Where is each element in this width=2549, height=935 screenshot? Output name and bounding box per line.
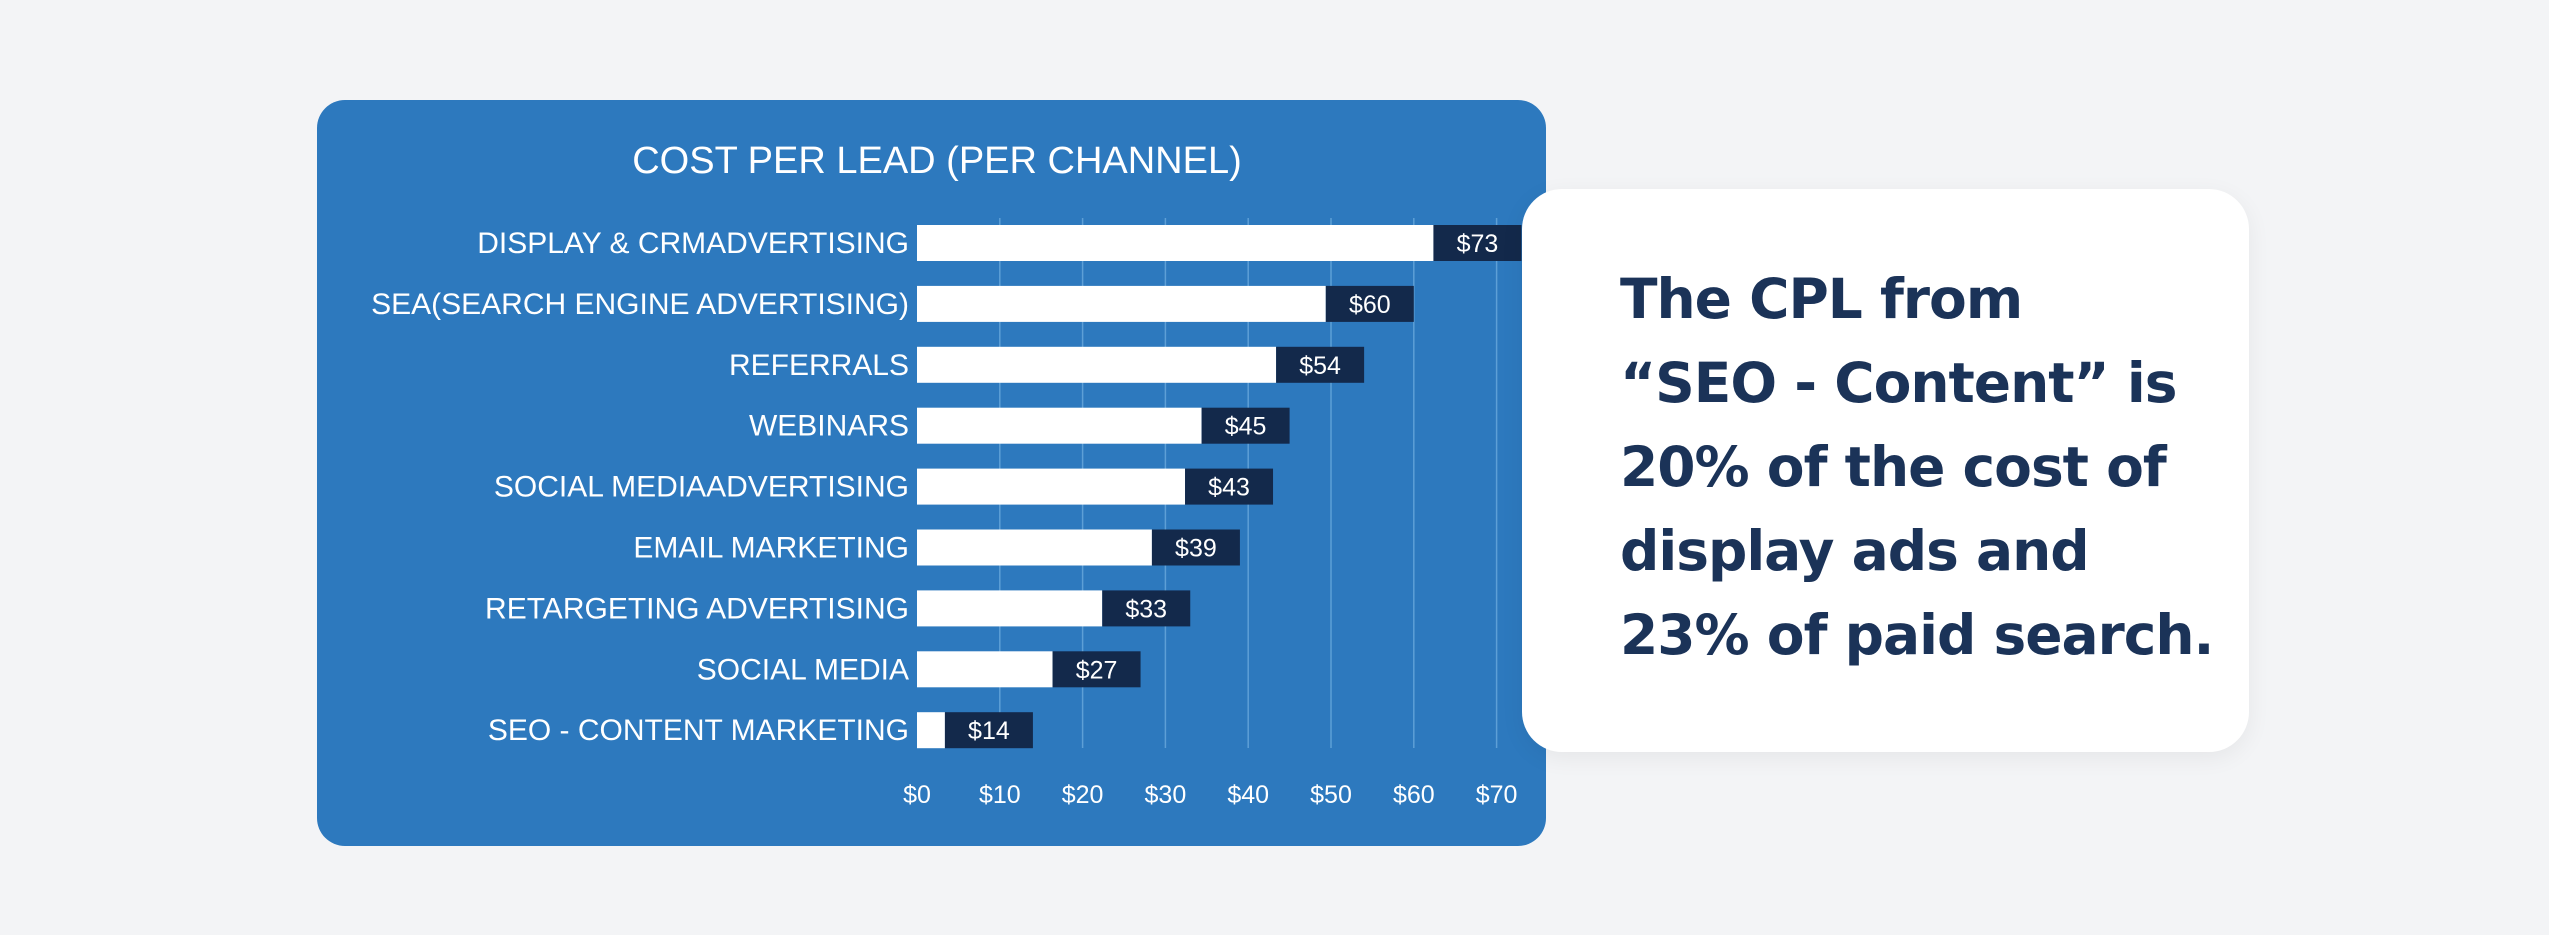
bar [917,285,1326,322]
insight-callout: The CPL from “SEO - Content” is 20% of t… [1522,189,2249,752]
callout-line: “SEO - Content” is [1620,351,2177,415]
cost-per-lead-chart: COST PER LEAD (PER CHANNEL) DISPLAY & CR… [371,140,1522,809]
bar-value-box [1201,407,1290,444]
data-label: $73 [1457,230,1499,258]
data-label: $43 [1208,474,1250,502]
category-label: EMAIL MARKETING [633,532,909,565]
callout-text: The CPL from “SEO - Content” is 20% of t… [1620,257,2220,677]
callout-line: 20% of the cost of [1620,435,2167,499]
bar [917,529,1152,566]
bar-value-box [1276,346,1365,383]
data-label: $60 [1349,291,1391,319]
category-label: RETARGETING ADVERTISING [485,592,909,625]
bar [917,346,1277,383]
x-tick-label: $0 [903,781,931,809]
x-tick-label: $50 [1310,781,1352,809]
category-label: SOCIAL MEDIA [697,653,909,686]
data-label: $54 [1299,352,1341,380]
x-tick-label: $60 [1393,781,1435,809]
callout-line: 23% of paid search. [1620,603,2214,667]
bar [917,407,1202,444]
category-label: DISPLAY & CRMADVERTISING [477,227,909,260]
bar-value-box [1325,285,1414,322]
bars: DISPLAY & CRMADVERTISING $73 SEA(SEARCH EN… [371,225,1522,749]
bar [917,712,945,749]
bar [917,468,1186,505]
category-label: SOCIAL MEDIAADVERTISING [494,471,909,504]
bar-value-box [1185,468,1274,505]
x-tick-label: $20 [1062,781,1104,809]
chart-title: COST PER LEAD (PER CHANNEL) [632,140,1242,182]
chart-card: COST PER LEAD (PER CHANNEL) DISPLAY & CR… [317,100,1546,846]
x-tick-label: $40 [1227,781,1269,809]
data-label: $33 [1125,595,1167,623]
callout-line: The CPL from [1620,267,2023,331]
data-label: $39 [1175,535,1217,563]
category-label: WEBINARS [749,410,909,443]
bar-value-box [1052,651,1141,688]
bar [917,651,1053,688]
callout-line: display ads and [1620,519,2090,583]
category-label: SEO - CONTENT MARKETING [488,714,909,747]
x-tick-label: $70 [1476,781,1518,809]
x-axis-ticks: $0 $10 $20 $30 $40 $50 $60 $70 [903,781,1517,809]
category-label: SEA(SEARCH ENGINE ADVERTISING) [371,288,909,321]
bar [917,225,1434,261]
data-label: $14 [968,717,1010,745]
bar-value-box [1151,529,1240,566]
bar-value-box [944,712,1033,749]
bar [917,590,1103,627]
data-label: $27 [1076,656,1118,684]
bar-value-box [1102,590,1191,627]
x-tick-label: $10 [979,781,1021,809]
bar-value-box [1433,225,1522,261]
data-label: $45 [1225,413,1267,441]
category-label: REFERRALS [729,349,909,382]
x-tick-label: $30 [1145,781,1187,809]
